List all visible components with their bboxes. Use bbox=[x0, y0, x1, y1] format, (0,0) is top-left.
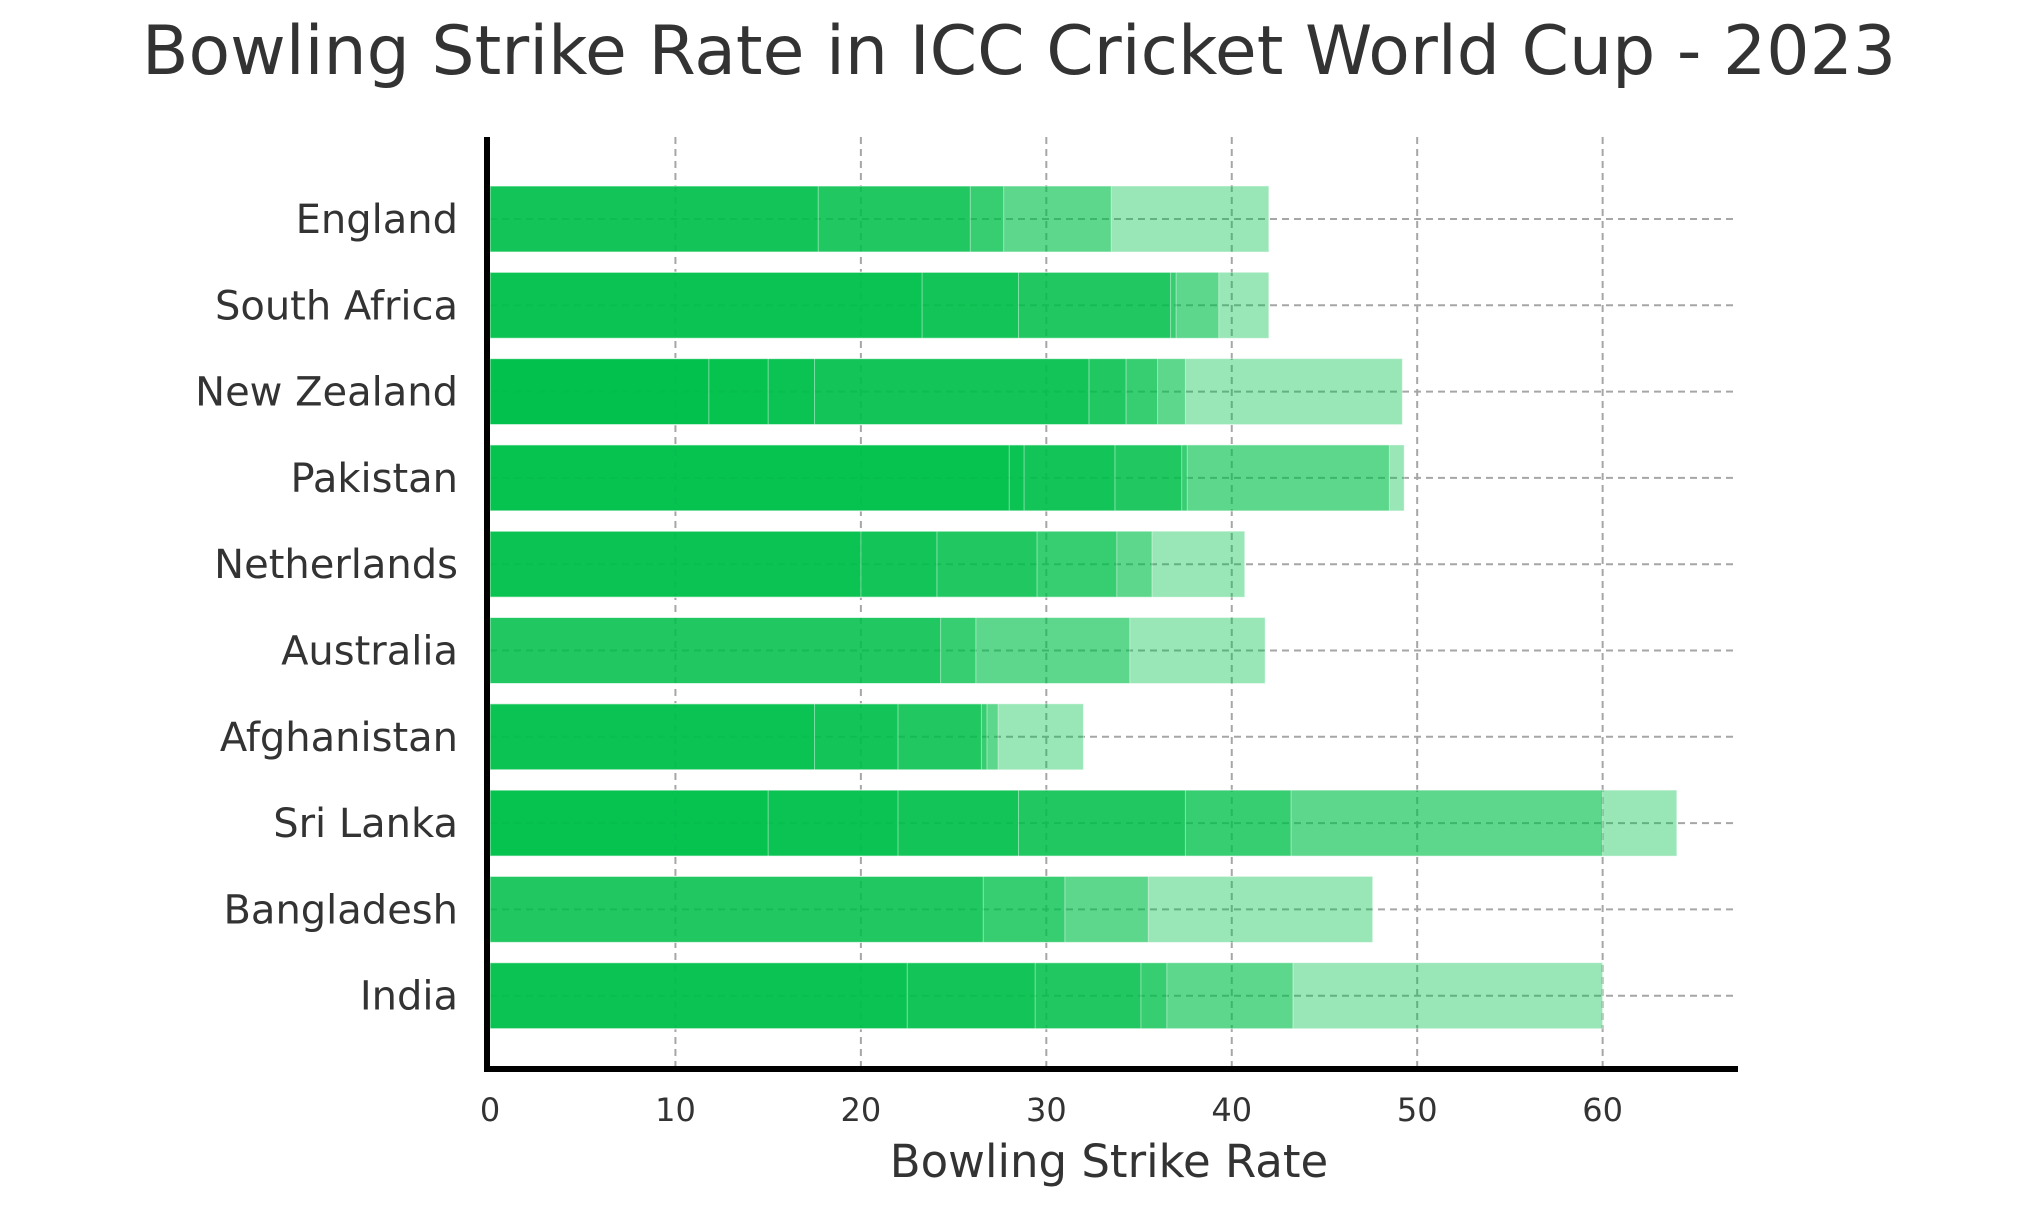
bar-segment bbox=[489, 789, 769, 857]
bar-segment bbox=[489, 617, 1131, 684]
bar-segment bbox=[489, 358, 1186, 426]
bar-segment bbox=[489, 530, 1118, 598]
bar-segment bbox=[489, 444, 1116, 512]
bar-segment bbox=[489, 530, 1038, 598]
x-tick-label: 20 bbox=[841, 1091, 882, 1129]
bar-segment bbox=[489, 703, 816, 771]
bar-segment bbox=[489, 703, 982, 771]
bar-segment bbox=[489, 185, 1270, 253]
bar-segment bbox=[489, 271, 1172, 339]
y-tick-label: Sri Lanka bbox=[273, 801, 458, 847]
x-tick-label: 0 bbox=[480, 1091, 500, 1129]
bar-segment bbox=[489, 875, 1149, 943]
bar-segment bbox=[489, 444, 1183, 512]
x-tick-label: 40 bbox=[1211, 1091, 1252, 1129]
bar-segment bbox=[489, 789, 899, 857]
bar-segment bbox=[489, 789, 1186, 857]
bar-segment bbox=[489, 703, 999, 771]
bar-segment bbox=[489, 962, 1168, 1030]
bar-segment bbox=[489, 271, 1220, 339]
y-tick-label: South Africa bbox=[215, 283, 458, 329]
bar-segment bbox=[489, 271, 1270, 339]
bar-segment bbox=[489, 444, 1010, 512]
axes bbox=[484, 137, 1738, 1072]
bar-segment bbox=[489, 358, 1090, 426]
bar-segment bbox=[489, 271, 1177, 339]
bar-segment bbox=[489, 444, 1025, 512]
y-tick-labels: England South Africa New Zealand Pakistan Ne… bbox=[195, 197, 458, 1020]
bar-segment bbox=[489, 617, 977, 684]
bar-segment bbox=[489, 358, 710, 426]
y-tick-label: England bbox=[296, 197, 458, 243]
y-tick-label: Bangladesh bbox=[223, 887, 458, 933]
gridlines bbox=[490, 137, 1738, 1069]
y-tick-label: India bbox=[360, 974, 458, 1020]
bar-segment bbox=[489, 444, 1405, 512]
x-tick-labels: 0 10 20 30 40 50 60 bbox=[480, 1091, 1623, 1129]
bar-segment bbox=[489, 185, 1112, 253]
bar-segment bbox=[489, 617, 942, 684]
bar-segment bbox=[489, 185, 1005, 253]
bar-segment bbox=[489, 962, 1604, 1030]
bar-segment bbox=[489, 358, 769, 426]
bar-segment bbox=[489, 789, 1292, 857]
bar-segment bbox=[489, 962, 908, 1030]
chart-title: Bowling Strike Rate in ICC Cricket World… bbox=[142, 12, 1896, 91]
bar-segment bbox=[489, 358, 816, 426]
y-tick-label: Australia bbox=[281, 629, 458, 675]
bar-segment bbox=[489, 530, 862, 598]
bars bbox=[489, 185, 1678, 1030]
bar-segment bbox=[489, 789, 1019, 857]
bar-segment bbox=[489, 703, 1084, 771]
bar-segment bbox=[489, 617, 1266, 684]
y-tick-label: Netherlands bbox=[214, 542, 458, 588]
y-tick-label: New Zealand bbox=[195, 370, 458, 416]
bar-segment bbox=[489, 875, 984, 943]
x-tick-label: 10 bbox=[655, 1091, 696, 1129]
bar-segment bbox=[489, 703, 899, 771]
x-tick-label: 30 bbox=[1026, 1091, 1067, 1129]
x-tick-label: 50 bbox=[1397, 1091, 1438, 1129]
bar-segment bbox=[489, 271, 923, 339]
x-tick-label: 60 bbox=[1582, 1091, 1623, 1129]
bar-segment bbox=[489, 962, 1036, 1030]
bar-segment bbox=[489, 185, 819, 253]
bar-segment bbox=[489, 358, 1403, 426]
bar-segment bbox=[489, 530, 1246, 598]
bar-segment bbox=[489, 875, 1066, 943]
bar-segment bbox=[489, 271, 1019, 339]
bar-segment bbox=[489, 789, 1604, 857]
bar-segment bbox=[489, 530, 938, 598]
bar-segment bbox=[489, 444, 1188, 512]
bar-segment bbox=[489, 358, 1127, 426]
y-tick-label: Afghanistan bbox=[220, 715, 458, 761]
bar-segment bbox=[489, 358, 1159, 426]
y-tick-label: Pakistan bbox=[291, 456, 459, 502]
x-axis-label: Bowling Strike Rate bbox=[890, 1135, 1328, 1188]
